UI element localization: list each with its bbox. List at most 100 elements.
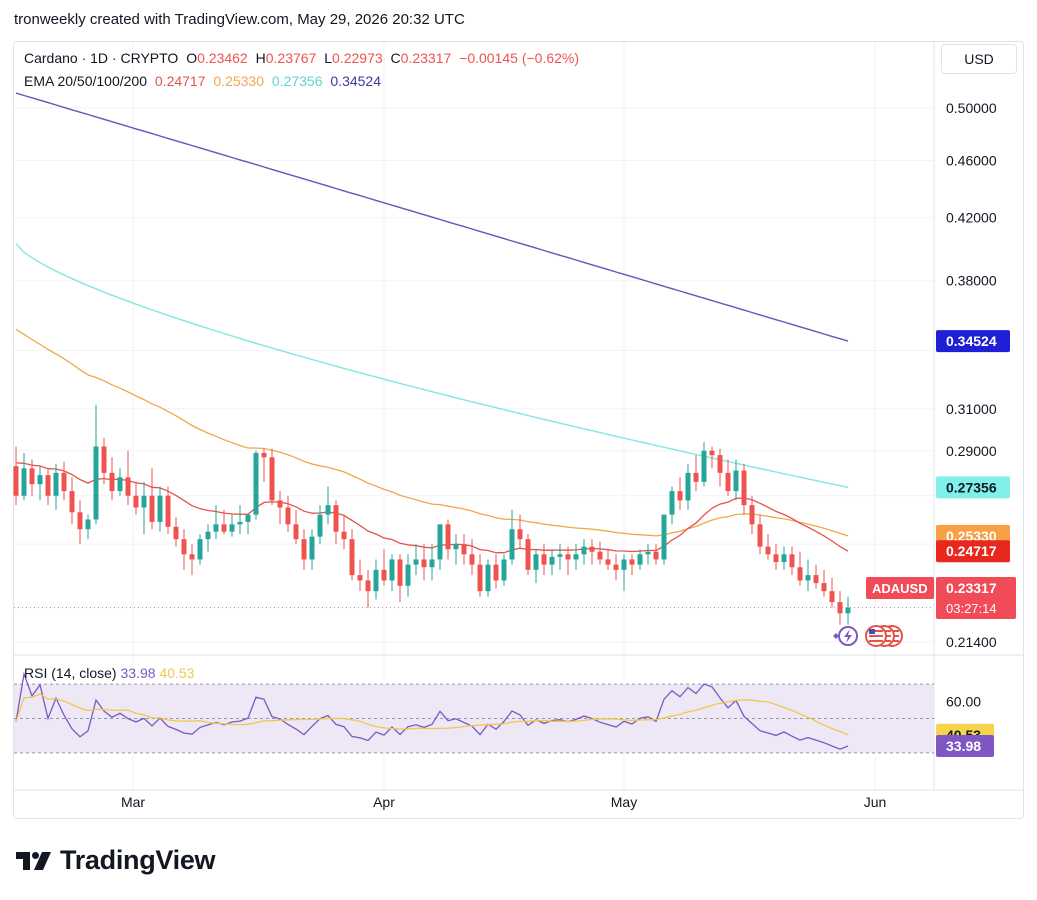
- candle-body: [781, 554, 787, 563]
- candle: [661, 514, 667, 565]
- candle: [109, 457, 115, 501]
- candle: [253, 450, 259, 520]
- candle-body: [709, 450, 715, 456]
- price-axis-label: 0.50000: [946, 100, 997, 116]
- candle: [677, 477, 683, 510]
- time-axis: Mar Apr May Jun: [121, 794, 886, 810]
- candle-body: [133, 495, 139, 508]
- candle: [245, 514, 251, 535]
- flag-stripe-icon: [869, 640, 883, 642]
- candle-body: [29, 468, 35, 485]
- rsi-legend: RSI (14, close) 33.98 40.53: [24, 665, 194, 681]
- candle-body: [613, 564, 619, 570]
- candle-body: [509, 529, 515, 560]
- candle-body: [685, 472, 691, 501]
- candle: [701, 442, 707, 487]
- candle: [581, 539, 587, 565]
- candle: [549, 549, 555, 576]
- candle: [269, 448, 275, 506]
- ema100-line: [15, 243, 849, 489]
- candle-body: [365, 580, 371, 592]
- candle: [317, 505, 323, 545]
- candle: [189, 544, 195, 576]
- candle: [453, 534, 459, 565]
- candle-body: [181, 539, 187, 555]
- candle: [733, 459, 739, 501]
- candle-body: [693, 472, 699, 482]
- candle: [341, 514, 347, 550]
- rsi-ma-line: [15, 693, 849, 736]
- ema200-tag: 0.34524: [946, 333, 997, 349]
- candle-body: [437, 524, 443, 560]
- tradingview-logo[interactable]: TradingView: [16, 845, 216, 876]
- symbol-label[interactable]: Cardano · 1D · CRYPTO: [24, 50, 179, 66]
- chart-credit: tronweekly created with TradingView.com,…: [14, 11, 465, 28]
- candle-body: [629, 559, 635, 565]
- ema50-value: 0.25330: [213, 73, 264, 89]
- candle-body: [541, 554, 547, 565]
- candle-body: [429, 559, 435, 568]
- candle: [285, 495, 291, 532]
- candle-body: [469, 554, 475, 565]
- candle: [45, 468, 51, 506]
- candle: [309, 529, 315, 570]
- candle-body: [389, 559, 395, 581]
- candle-body: [477, 564, 483, 592]
- candle-body: [597, 551, 603, 560]
- low-value: L0.22973: [324, 50, 383, 66]
- candle: [381, 549, 387, 586]
- ema200-value: 0.34524: [330, 73, 381, 89]
- candle: [829, 577, 835, 608]
- candle: [469, 539, 475, 576]
- flag-stripe-icon: [869, 635, 883, 637]
- candle-body: [101, 446, 107, 473]
- candle: [373, 559, 379, 600]
- candle: [517, 514, 523, 550]
- rsi-band: [14, 684, 934, 753]
- candle-body: [669, 491, 675, 515]
- candle: [509, 509, 515, 565]
- candle: [445, 519, 451, 560]
- candle-body: [165, 495, 171, 527]
- candle-body: [413, 559, 419, 565]
- candle-body: [285, 507, 291, 525]
- candle-body: [229, 524, 235, 532]
- candle-body: [197, 539, 203, 560]
- candle: [501, 554, 507, 586]
- ema100-value: 0.27356: [271, 73, 323, 89]
- candle: [557, 544, 563, 570]
- candle: [389, 554, 395, 592]
- price-axis: 0.50000 0.46000 0.42000 0.38000 0.31000 0.290…: [946, 100, 997, 650]
- ema50-line: [15, 328, 849, 537]
- currency-button[interactable]: USD: [941, 44, 1017, 74]
- candle: [773, 544, 779, 570]
- candle: [477, 554, 483, 597]
- candle-body: [549, 556, 555, 565]
- rsi-label[interactable]: RSI (14, close): [24, 665, 117, 681]
- candle: [493, 554, 499, 589]
- candle: [357, 559, 363, 592]
- candle-body: [493, 564, 499, 581]
- candle: [149, 468, 155, 530]
- high-value: H0.23767: [255, 50, 317, 66]
- candle: [437, 524, 443, 570]
- candle-body: [565, 554, 571, 560]
- candle: [805, 559, 811, 592]
- ema20-tag-bg: [936, 540, 1010, 563]
- ema20-value: 0.24717: [154, 73, 206, 89]
- candle: [653, 544, 659, 565]
- candlesticks: [13, 404, 851, 625]
- last-price-tag-bg: [936, 577, 1016, 620]
- candle-body: [253, 452, 259, 515]
- candle: [29, 459, 35, 496]
- candle: [293, 509, 299, 545]
- candle: [533, 549, 539, 584]
- candle: [405, 554, 411, 597]
- candle-body: [837, 602, 843, 614]
- candle-body: [749, 505, 755, 525]
- candle-body: [813, 575, 819, 584]
- ema-label[interactable]: EMA 20/50/100/200: [24, 73, 147, 89]
